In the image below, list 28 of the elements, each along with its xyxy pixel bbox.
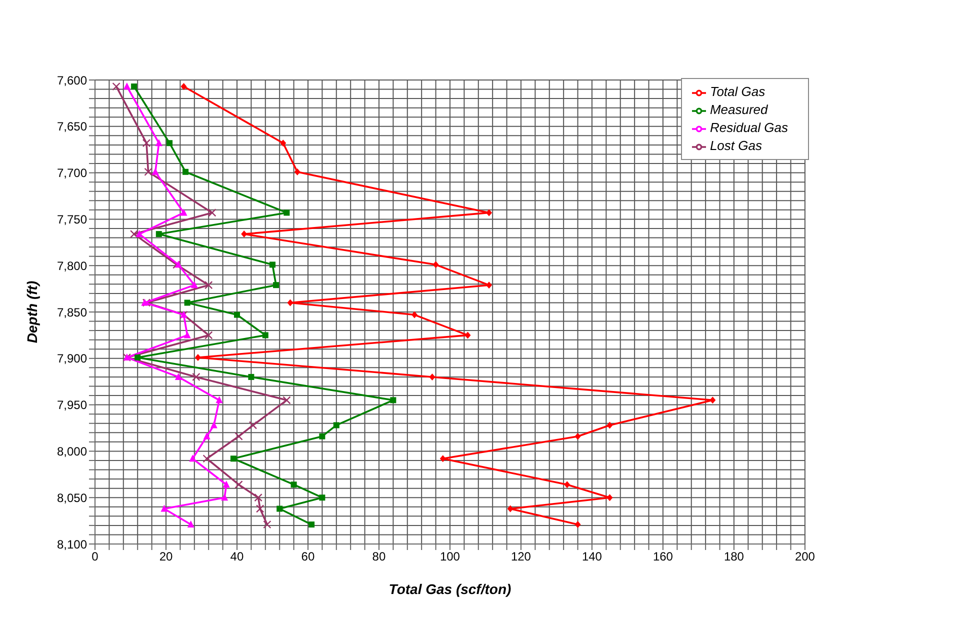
legend-label: Lost Gas (710, 138, 762, 153)
x-tick-label: 20 (159, 550, 173, 564)
x-tick-label: 140 (582, 550, 602, 564)
x-tick-label: 120 (510, 550, 532, 564)
y-tick-label: 7,650 (56, 120, 88, 134)
y-tick-label: 7,700 (56, 166, 88, 180)
y-tick-label: 7,950 (56, 398, 88, 412)
y-tick-label: 8,100 (56, 537, 88, 552)
y-tick-label: 7,850 (56, 305, 88, 320)
y-tick-label: 7,750 (56, 212, 88, 226)
x-tick-label: 80 (372, 550, 386, 564)
y-tick-label: 7,900 (56, 352, 88, 366)
y-axis-title: Depth (ft) (24, 280, 40, 344)
x-tick-label: 100 (440, 550, 460, 564)
x-tick-label: 180 (724, 550, 744, 564)
x-tick-label: 200 (794, 550, 816, 564)
x-tick-label: 60 (301, 550, 315, 564)
y-tick-label: 7,800 (56, 258, 88, 273)
x-tick-label: 0 (92, 550, 99, 564)
legend-label: Total Gas (710, 84, 766, 99)
y-tick-label: 8,000 (56, 444, 88, 458)
x-axis-title: Total Gas (scf/ton) (388, 581, 512, 597)
legend-label: Residual Gas (710, 120, 788, 135)
x-tick-label: 160 (652, 550, 674, 564)
y-tick-label: 8,050 (56, 490, 88, 505)
x-tick-label: 40 (230, 550, 244, 564)
legend-label: Measured (710, 102, 768, 117)
y-tick-label: 7,600 (56, 73, 88, 88)
